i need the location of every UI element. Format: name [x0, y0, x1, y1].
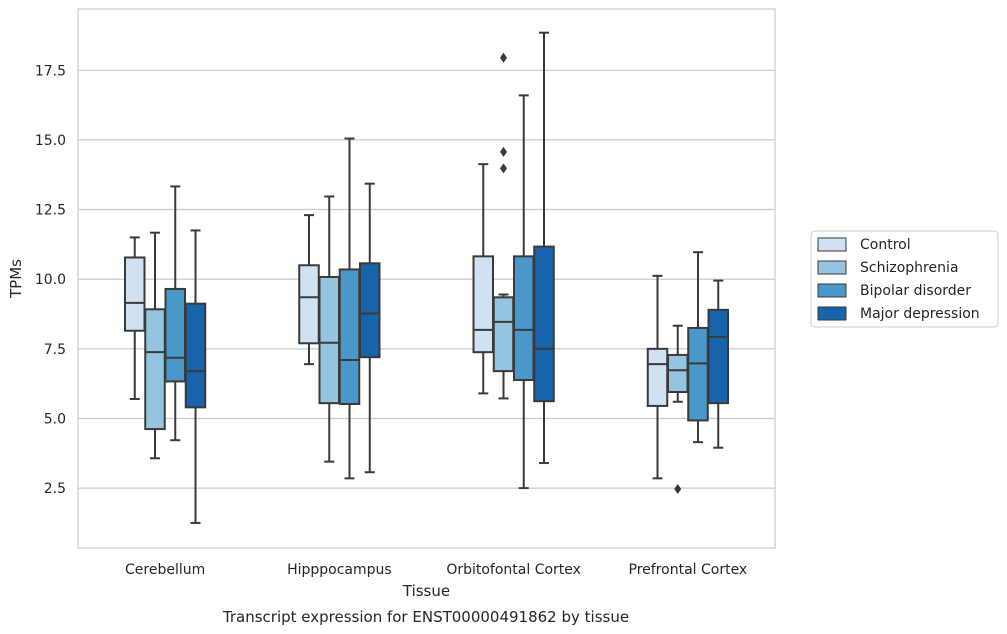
iqr-box: [492, 296, 515, 373]
outlier-point: [500, 52, 507, 63]
box-bipolar-disorder: [164, 185, 186, 442]
chart-caption: Transcript expression for ENST0000049186…: [222, 608, 629, 626]
iqr-box: [533, 245, 555, 403]
iqr-box: [338, 268, 361, 405]
iqr-box: [124, 256, 146, 332]
x-axis-ticks: Cerebellum Hipppocampus Orbitofontal Corte…: [125, 562, 747, 578]
iqr-box: [707, 308, 729, 405]
box-control: [298, 214, 320, 366]
box-bipolar-disorder: [513, 94, 535, 490]
y-tick-label: 5.0: [44, 411, 66, 427]
x-tick-label: Cerebellum: [125, 562, 205, 578]
outlier-point: [500, 146, 507, 157]
box-major-depression: [533, 31, 555, 465]
x-tick-label: Prefrontal Cortex: [629, 562, 748, 578]
box-bipolar-disorder: [687, 251, 709, 444]
y-tick-label: 17.5: [35, 63, 66, 79]
iqr-box: [184, 302, 207, 409]
box-control: [646, 274, 669, 480]
iqr-box: [472, 255, 494, 354]
box-schizophrenia: [144, 231, 166, 460]
box-major-depression: [184, 229, 207, 524]
legend: Control Schizophrenia Bipolar disorder Majo…: [810, 230, 999, 328]
legend-label: Bipolar disorder: [860, 283, 971, 299]
outlier-point: [500, 163, 507, 174]
box-bipolar-disorder: [338, 137, 361, 480]
legend-label: Control: [860, 237, 911, 253]
gridlines: [78, 69, 775, 489]
box-major-depression: [359, 182, 381, 474]
y-tick-label: 10.0: [35, 272, 66, 288]
x-tick-label: Hipppocampus: [287, 562, 392, 578]
iqr-box: [646, 347, 669, 407]
box-schizophrenia: [667, 324, 689, 494]
legend-swatch: [817, 306, 847, 321]
outlier-point: [674, 483, 682, 494]
y-axis-title: TPMs: [7, 259, 25, 299]
legend-swatch: [817, 237, 847, 252]
box-schizophrenia: [318, 195, 340, 463]
y-axis-ticks: 2.5 5.0 7.5 10.0 12.5 15.0 17.5: [35, 63, 66, 497]
box-control: [124, 236, 146, 400]
box-major-depression: [707, 279, 729, 449]
legend-label: Major depression: [860, 306, 980, 322]
iqr-box: [667, 353, 689, 394]
iqr-box: [164, 287, 186, 383]
legend-swatch: [817, 260, 847, 275]
iqr-box: [513, 255, 535, 382]
legend-label: Schizophrenia: [860, 260, 958, 276]
y-tick-label: 7.5: [44, 342, 66, 358]
x-axis-title: Tissue: [402, 582, 450, 600]
box-groups: [124, 31, 729, 524]
iqr-box: [144, 308, 166, 431]
legend-frame: [810, 230, 999, 328]
iqr-box: [359, 262, 381, 359]
x-tick-label: Orbitofontal Cortex: [446, 562, 581, 578]
iqr-box: [687, 326, 709, 422]
y-tick-label: 12.5: [35, 203, 66, 219]
box-schizophrenia: [492, 52, 515, 400]
plot-area: [77, 8, 776, 549]
iqr-box: [298, 264, 320, 345]
y-tick-label: 15.0: [35, 133, 66, 149]
y-tick-label: 2.5: [44, 481, 66, 497]
box-control: [472, 163, 494, 395]
iqr-box: [318, 275, 340, 405]
legend-swatch: [817, 283, 847, 298]
